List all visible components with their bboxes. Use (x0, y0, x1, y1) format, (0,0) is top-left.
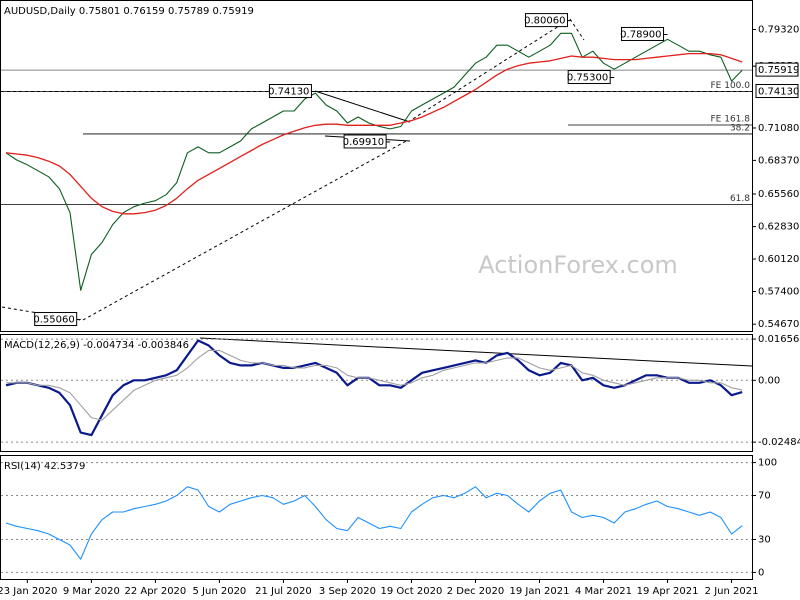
price-panel (0, 0, 753, 332)
x-tick-label: 19 Jan 2021 (510, 586, 570, 597)
label-box (621, 26, 665, 41)
trendline (569, 18, 585, 41)
macd-panel (0, 334, 753, 452)
level-label: FE 100.0 (711, 81, 751, 91)
y-tick-label: 70 (758, 491, 771, 502)
x-tick-label: 19 Oct 2020 (381, 586, 443, 597)
x-tick-label: 22 Apr 2020 (124, 586, 186, 597)
label-box (755, 84, 799, 99)
label-text: 0.75919 (758, 65, 799, 76)
y-tick-label: 30 (758, 534, 771, 545)
trendline (314, 90, 411, 123)
x-tick-label: 2 Jun 2021 (705, 586, 759, 597)
trendline (199, 337, 753, 367)
label-box (343, 134, 387, 149)
x-tick-label: 2 Dec 2020 (447, 586, 505, 597)
level-label: FE 161.8 (711, 114, 751, 124)
y-tick-label: 0.00 (758, 375, 780, 386)
y-tick-label: 0.60120 (758, 254, 799, 265)
label-text: 0.69910 (343, 137, 384, 148)
series-line (6, 349, 743, 421)
watermark: ActionForex.com (478, 251, 678, 279)
panel-title: MACD(12,26,9) -0.004734 -0.003846 (4, 340, 189, 351)
label-box (755, 62, 799, 77)
label-box (567, 70, 611, 85)
x-tick-label: 19 Apr 2021 (637, 586, 699, 597)
series-line (5, 52, 743, 215)
x-tick-label: 23 Jan 2020 (0, 586, 57, 597)
panel-title: AUDUSD,Daily 0.75801 0.76159 0.75789 0.7… (4, 6, 254, 17)
label-text: 0.80060 (524, 16, 565, 27)
label-text: 0.74130 (758, 87, 799, 98)
trendline (407, 18, 571, 123)
y-tick-label: 0.57400 (758, 287, 799, 298)
y-tick-label: 0.62830 (758, 222, 799, 233)
x-tick-label: 4 Mar 2021 (575, 586, 632, 597)
rsi-panel (0, 455, 753, 580)
label-text: 0.78900 (620, 29, 661, 40)
label-text: 0.75300 (567, 73, 608, 84)
level-label: 61.8 (730, 194, 750, 204)
y-tick-label: 0.71080 (758, 123, 799, 134)
level-label: 38.2 (730, 123, 750, 133)
x-tick-label: 21 Jul 2020 (255, 586, 312, 597)
y-tick-label: -0.02484 (758, 437, 800, 448)
y-tick-label: 0.016567 (758, 334, 800, 345)
trendline (1, 306, 81, 321)
x-tick-label: 3 Sep 2020 (319, 586, 376, 597)
label-text: 0.55060 (33, 315, 74, 326)
x-tick-label: 9 Mar 2020 (63, 586, 120, 597)
series-line (5, 339, 743, 437)
label-box (525, 13, 569, 28)
y-tick-label: 0.54670 (758, 319, 799, 330)
y-tick-label: 0.68370 (758, 155, 799, 166)
series-line (5, 486, 743, 560)
y-tick-label: 0 (758, 567, 764, 578)
y-tick-label: 0.65560 (758, 189, 799, 200)
label-box (34, 312, 78, 327)
label-text: 0.74130 (268, 87, 309, 98)
panel-title: RSI(14) 42.5379 (4, 461, 85, 472)
x-tick-label: 5 Jun 2020 (193, 586, 247, 597)
y-tick-label: 100 (758, 458, 777, 469)
trendline (82, 139, 409, 321)
label-box (268, 84, 312, 99)
y-tick-label: 0.79320 (758, 24, 799, 35)
